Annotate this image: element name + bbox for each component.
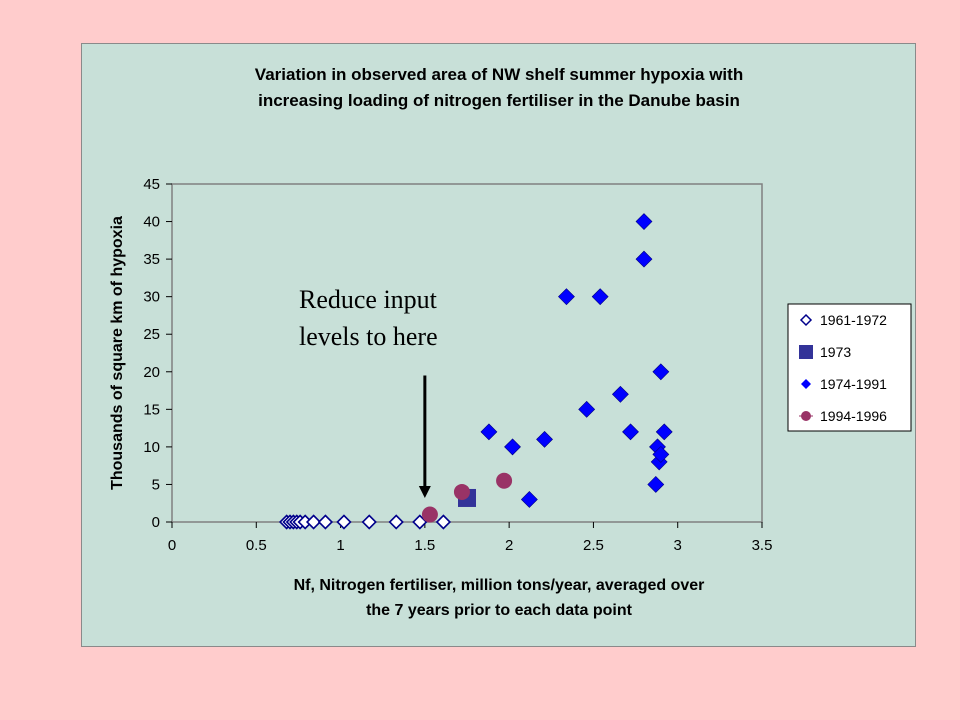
legend-label: 1994-1996 bbox=[820, 408, 887, 424]
axes: 0 0.5 1 1.5 2 2.5 3 3.5 0 5 10 15 20 25 30 35 40 45 bbox=[143, 176, 772, 554]
annotation-line-2: levels to here bbox=[299, 322, 438, 351]
data-point-1961-1972 bbox=[361, 514, 377, 530]
chart-title-line-2: increasing loading of nitrogen fertilise… bbox=[258, 91, 740, 110]
data-point-1961-1972 bbox=[435, 514, 452, 530]
data-point-1974-1991 bbox=[504, 438, 521, 456]
data-point-1961-1972 bbox=[388, 514, 404, 530]
legend-marker bbox=[799, 313, 813, 327]
y-tick-label: 35 bbox=[143, 251, 160, 268]
y-tick-label: 30 bbox=[143, 289, 160, 306]
legend-label: 1973 bbox=[820, 344, 851, 360]
data-points bbox=[278, 213, 673, 530]
data-point-1961-1972 bbox=[305, 514, 322, 530]
legend: 1961-1972 1973 1974-1991 1994-1996 bbox=[787, 303, 912, 432]
data-point-1961-1972 bbox=[336, 514, 352, 530]
scatter-chart: Variation in observed area of NW shelf s… bbox=[109, 65, 912, 619]
data-point-1974-1991 bbox=[655, 423, 673, 441]
data-point-1974-1991 bbox=[611, 385, 629, 403]
x-tick-label: 1.5 bbox=[414, 537, 435, 554]
annotation-arrow-head bbox=[418, 485, 431, 498]
data-point-1974-1991 bbox=[622, 423, 639, 441]
data-point-1974-1991 bbox=[652, 445, 670, 463]
data-point-1974-1991 bbox=[647, 476, 665, 493]
y-axis-title: Thousands of square km of hypoxia bbox=[109, 216, 126, 490]
annotation-line-1: Reduce input bbox=[299, 285, 438, 314]
data-point-1974-1991 bbox=[558, 288, 575, 306]
plot-area bbox=[171, 183, 763, 523]
data-point-1974-1991 bbox=[536, 430, 553, 448]
data-point-1974-1991 bbox=[578, 400, 596, 418]
data-point-1994-1996 bbox=[421, 506, 438, 523]
legend-box bbox=[787, 303, 912, 432]
y-tick-label: 15 bbox=[143, 401, 160, 418]
x-tick-label: 3 bbox=[674, 537, 682, 554]
data-point-1974-1991 bbox=[480, 423, 498, 441]
y-tick-label: 0 bbox=[152, 514, 160, 531]
y-tick-label: 5 bbox=[152, 476, 160, 493]
legend-marker bbox=[799, 345, 813, 359]
data-point-1974-1991 bbox=[635, 250, 653, 268]
x-axis-title-line-1: Nf, Nitrogen fertiliser, million tons/ye… bbox=[294, 577, 705, 594]
x-axis-title-line-2: the 7 years prior to each data point bbox=[366, 602, 633, 619]
y-tick-label: 10 bbox=[143, 439, 160, 456]
data-point-1994-1996 bbox=[496, 472, 513, 489]
legend-marker bbox=[801, 379, 811, 389]
y-tick-label: 20 bbox=[143, 364, 160, 381]
chart-area: Variation in observed area of NW shelf s… bbox=[81, 43, 916, 647]
data-point-1994-1996 bbox=[453, 483, 470, 500]
x-tick-label: 1 bbox=[336, 537, 344, 554]
y-tick-label: 45 bbox=[143, 176, 160, 193]
x-tick-label: 0.5 bbox=[246, 537, 267, 554]
data-point-1961-1972 bbox=[317, 514, 334, 530]
x-tick-label: 2 bbox=[505, 537, 513, 554]
data-point-1974-1991 bbox=[652, 363, 670, 381]
legend-label: 1974-1991 bbox=[820, 376, 887, 392]
x-tick-label: 3.5 bbox=[752, 537, 773, 554]
x-tick-label: 0 bbox=[168, 537, 176, 554]
annotation: Reduce input levels to here bbox=[299, 285, 438, 498]
y-tick-label: 25 bbox=[143, 326, 160, 343]
data-point-1974-1991 bbox=[520, 491, 538, 508]
x-tick-label: 2.5 bbox=[583, 537, 604, 554]
legend-marker bbox=[801, 411, 811, 421]
chart-title-line-1: Variation in observed area of NW shelf s… bbox=[255, 65, 743, 84]
data-point-1974-1991 bbox=[591, 288, 609, 306]
data-point-1974-1991 bbox=[635, 213, 653, 230]
y-tick-label: 40 bbox=[143, 214, 160, 231]
legend-label: 1961-1972 bbox=[820, 312, 887, 328]
